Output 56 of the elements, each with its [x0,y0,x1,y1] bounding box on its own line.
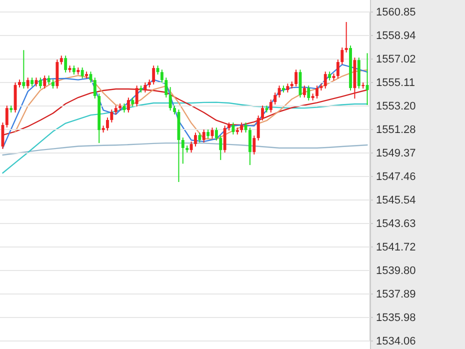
candlestick [194,132,197,147]
candlestick [214,127,218,141]
candlestick [160,69,164,84]
candlestick [80,67,84,79]
y-tick-label: 1537.89 [376,288,416,301]
candlestick [64,55,68,73]
candlestick [202,129,206,143]
y-tick-label: 1558.94 [376,30,416,42]
candlestick [324,71,327,90]
candlestick [248,127,252,166]
y-tick-label: 1551.28 [376,124,416,136]
candlestick [126,97,130,113]
candlestick [106,117,109,132]
candlestick [340,47,344,65]
candlestick [307,85,310,101]
candlestick [240,122,244,133]
candlestick [168,86,172,112]
y-tick-label: 1555.11 [376,77,415,90]
y-tick-label: 1549.37 [376,148,416,160]
candlestick [232,122,235,135]
candlestick [144,82,147,93]
candlestick [256,115,260,141]
candlestick [198,132,202,143]
candlestick [5,105,8,128]
candlestick [181,137,184,164]
y-tick-label: 1557.02 [376,54,416,66]
candlestick [135,85,138,107]
y-tick-label: 1534.06 [376,336,416,348]
candlestick [152,65,156,85]
candlestick [294,69,298,87]
candlestick [164,77,168,98]
candlestick [26,77,30,90]
y-tick-label: 1545.54 [376,194,416,207]
candlestick [93,77,96,99]
y-tick-label: 1560.85 [376,6,416,19]
candlestick [269,99,272,113]
candlestick [302,85,306,98]
candlestick [43,75,46,90]
candlestick [344,21,348,53]
candlestick [316,85,318,99]
candlestick [190,141,193,154]
y-tick-label: 1535.98 [376,312,416,324]
candlestick [252,135,256,155]
y-tick-label: 1547.46 [376,170,416,183]
candlestick [336,59,340,79]
candlestick [110,109,114,123]
y-tick-label: 1553.20 [376,100,416,112]
candlestick [223,125,226,154]
y-tick-label: 1539.80 [376,265,416,278]
candlestick [274,92,277,106]
candlestick [22,50,26,90]
candlestick [219,135,222,161]
y-tick-label: 1541.72 [376,241,416,254]
candlestick [261,105,264,121]
candlestick [38,77,42,90]
y-tick-label: 1543.63 [376,218,416,230]
